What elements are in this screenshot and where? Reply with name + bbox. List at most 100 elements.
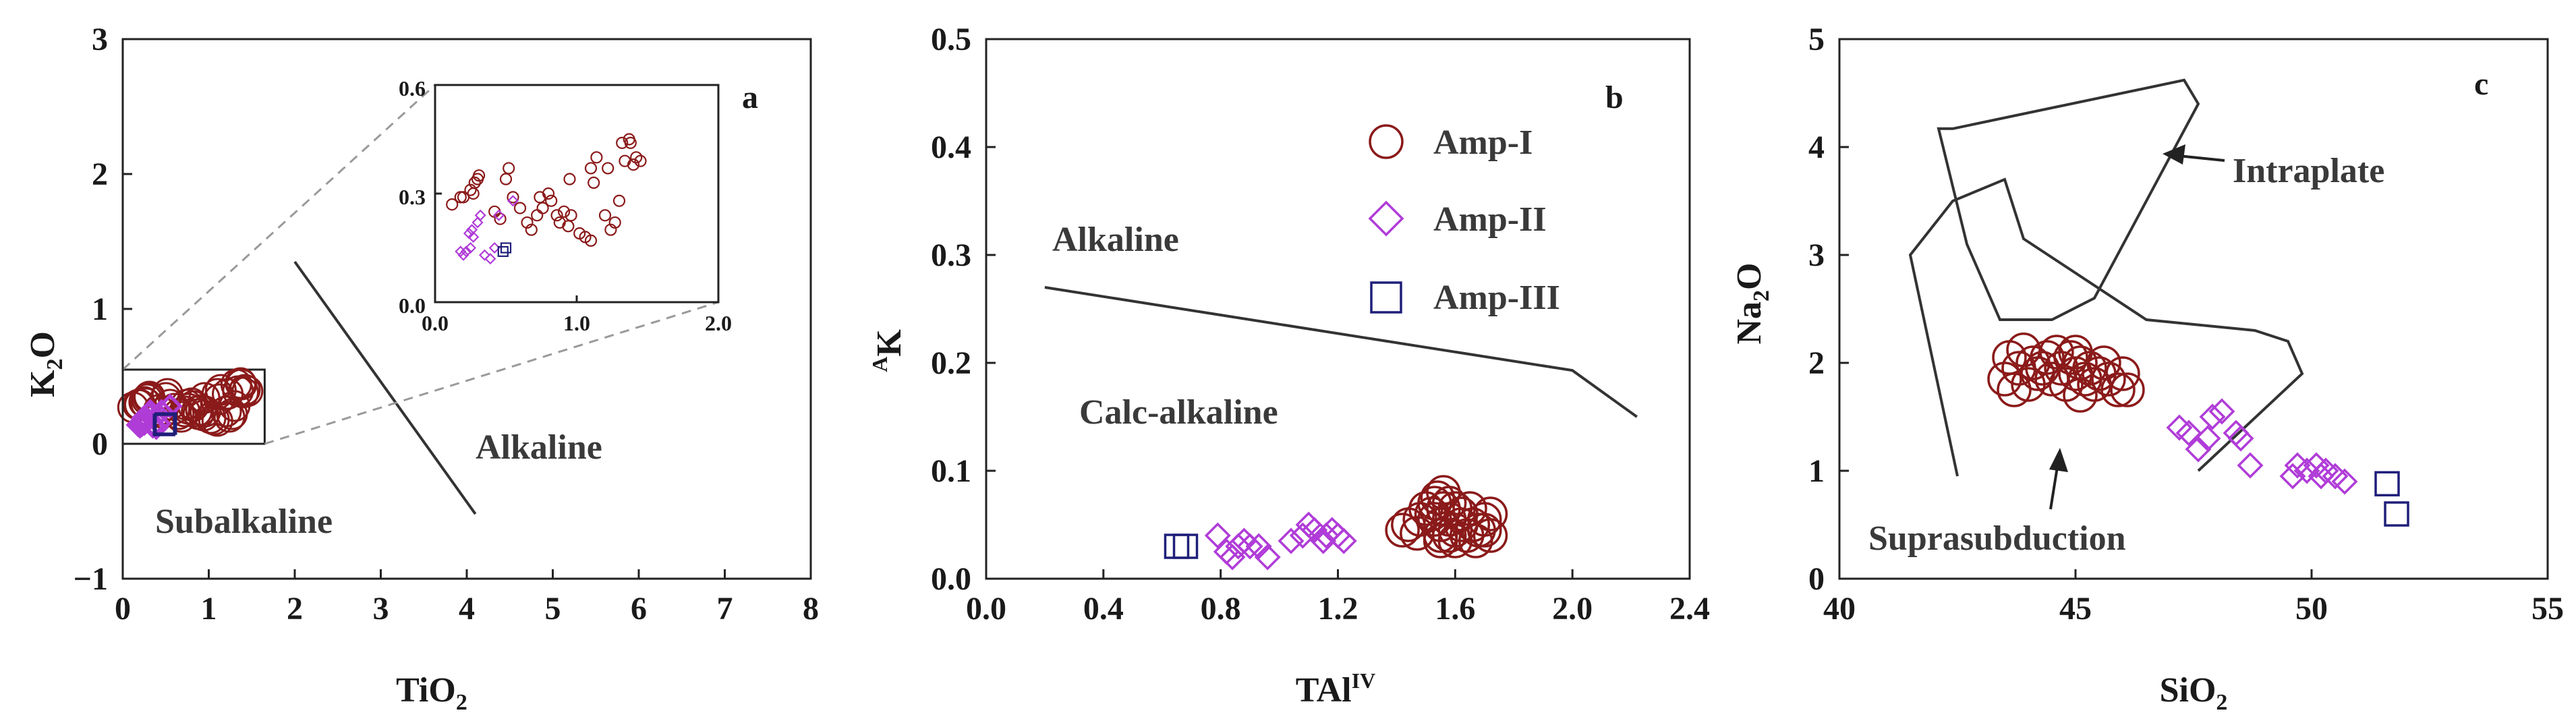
a-y-tick-label: 3 [92, 22, 108, 57]
c-point-amp-ii [2199, 403, 2226, 430]
inset-point-amp-i [634, 154, 647, 167]
inset-y-tick-label: 0.3 [399, 185, 426, 209]
c-point-amp-i [2100, 372, 2136, 407]
c-point-amp-ii [2293, 457, 2320, 484]
b-point-amp-ii [1313, 522, 1340, 549]
alkaline-divider-line [293, 260, 477, 515]
b-point-amp-ii [1330, 527, 1357, 554]
b-y-tick-label: 0.0 [931, 561, 971, 597]
a-x-tick-label: 4 [459, 591, 475, 627]
c-x-tick-label: 45 [2059, 591, 2092, 627]
inset-point-amp-ii [478, 249, 491, 261]
inset-point-amp-i [627, 158, 640, 171]
c-x-tick-label: 50 [2295, 591, 2328, 627]
c-y-tick-label: 1 [1808, 453, 1825, 489]
panel-b-frame [985, 38, 1691, 580]
legend-marker-amp-ii [1368, 200, 1404, 237]
inset-point-amp-i [612, 194, 626, 207]
legend-marker-amp-iii [1370, 281, 1402, 314]
b-y-tick-label: 0.5 [931, 22, 971, 57]
b-point-amp-ii [1289, 522, 1316, 549]
b-point-amp-ii [1301, 517, 1328, 544]
inset-frame [434, 84, 720, 304]
c-y-tick-label: 5 [1808, 22, 1825, 57]
inset-point-amp-i [590, 151, 603, 164]
zoom-connector-top [121, 84, 436, 371]
inset-point-amp-i [563, 173, 576, 185]
legend-marker-amp-i [1369, 124, 1404, 159]
panel-a-letter: a [742, 80, 758, 115]
inset-x-tick-label: 2.0 [705, 311, 732, 335]
inset-point-amp-i [525, 223, 538, 236]
inset-x-tick-label: 1.0 [563, 311, 590, 335]
inset-point-amp-i [542, 187, 555, 200]
inset-point-amp-i [446, 198, 459, 211]
y-axis-title-a: K2O [24, 331, 67, 397]
c-y-tick-label: 4 [1808, 130, 1825, 165]
inset-point-amp-i [536, 202, 549, 214]
inset-point-amp-ii [471, 217, 484, 229]
c-point-amp-i [2105, 356, 2140, 391]
a-x-tick-label: 6 [631, 591, 647, 627]
calc-alkaline-divider-line [1044, 286, 1638, 418]
a-point-amp-iii [154, 412, 177, 435]
inset-point-amp-i [513, 202, 527, 214]
a-x-tick-label: 5 [545, 591, 561, 627]
inset-point-amp-ii [484, 253, 496, 265]
panel-c-letter: c [2474, 66, 2488, 102]
b-y-tick-label: 0.2 [931, 345, 971, 381]
inset-point-amp-ii [457, 249, 469, 261]
c-x-tick-label: 40 [1823, 591, 1856, 627]
a-point-amp-i [231, 375, 264, 407]
b-point-amp-i [1472, 496, 1508, 531]
inset-point-amp-iii [500, 242, 512, 254]
b-point-amp-ii [1278, 527, 1305, 554]
b-point-amp-ii [1219, 544, 1246, 571]
b-point-amp-i [1472, 518, 1508, 553]
b-point-amp-iii [1164, 534, 1190, 559]
annotation-intraplate: Intraplate [2233, 152, 2384, 190]
inset-point-amp-i [557, 205, 571, 218]
b-y-tick-label: 0.1 [931, 453, 971, 489]
inset-point-amp-i [472, 169, 486, 182]
inset-point-amp-i [616, 136, 629, 149]
b-x-tick-label: 2.0 [1552, 591, 1593, 627]
b-point-amp-ii [1204, 522, 1231, 549]
b-point-amp-ii [1245, 533, 1272, 560]
b-point-amp-i [1385, 513, 1420, 548]
suprasubduction-field [1908, 177, 2304, 477]
inset-point-amp-i [565, 209, 577, 222]
c-point-amp-ii [2237, 452, 2264, 479]
b-point-amp-ii [1225, 533, 1252, 560]
c-y-tick-label: 2 [1808, 345, 1825, 381]
b-point-amp-i [1431, 486, 1467, 521]
inset-x-tick-label: 0.0 [422, 311, 449, 335]
a-x-tick-label: 8 [803, 591, 819, 627]
inset-point-amp-ii [474, 209, 486, 221]
arrow-intraplate-head [2163, 144, 2185, 165]
b-point-amp-i [1423, 523, 1458, 558]
inset-point-amp-i [598, 209, 612, 222]
c-point-amp-ii [2185, 436, 2212, 463]
c-point-amp-i [2058, 335, 2093, 370]
inset-point-amp-i [464, 183, 477, 196]
a-x-tick-label: 3 [373, 591, 389, 627]
zoom-connector-bottom [264, 301, 719, 445]
inset-point-amp-i [507, 191, 519, 204]
a-x-tick-label: 7 [717, 591, 733, 627]
a-x-tick-label: 0 [115, 591, 131, 627]
inset-point-amp-i [550, 209, 563, 222]
b-point-amp-iii [1172, 534, 1199, 559]
b-point-amp-i [1467, 513, 1502, 548]
inset-point-amp-i [602, 162, 614, 175]
c-point-amp-i [1997, 372, 2032, 407]
panel-b: 0.0 0.4 0.8 1.2 1.6 2.0 2.40.00.10.20.30.40.5 … [867, 22, 1710, 710]
annotation-alkaline-b: Alkaline [1052, 221, 1179, 259]
a-point-amp-i [210, 395, 242, 428]
c-point-amp-ii [2194, 425, 2221, 452]
c-point-amp-ii [2175, 420, 2202, 447]
inset-point-amp-i [494, 212, 507, 225]
x-axis-title-c: SiO2 [2160, 671, 2228, 715]
a-x-tick-label: 2 [287, 591, 303, 627]
